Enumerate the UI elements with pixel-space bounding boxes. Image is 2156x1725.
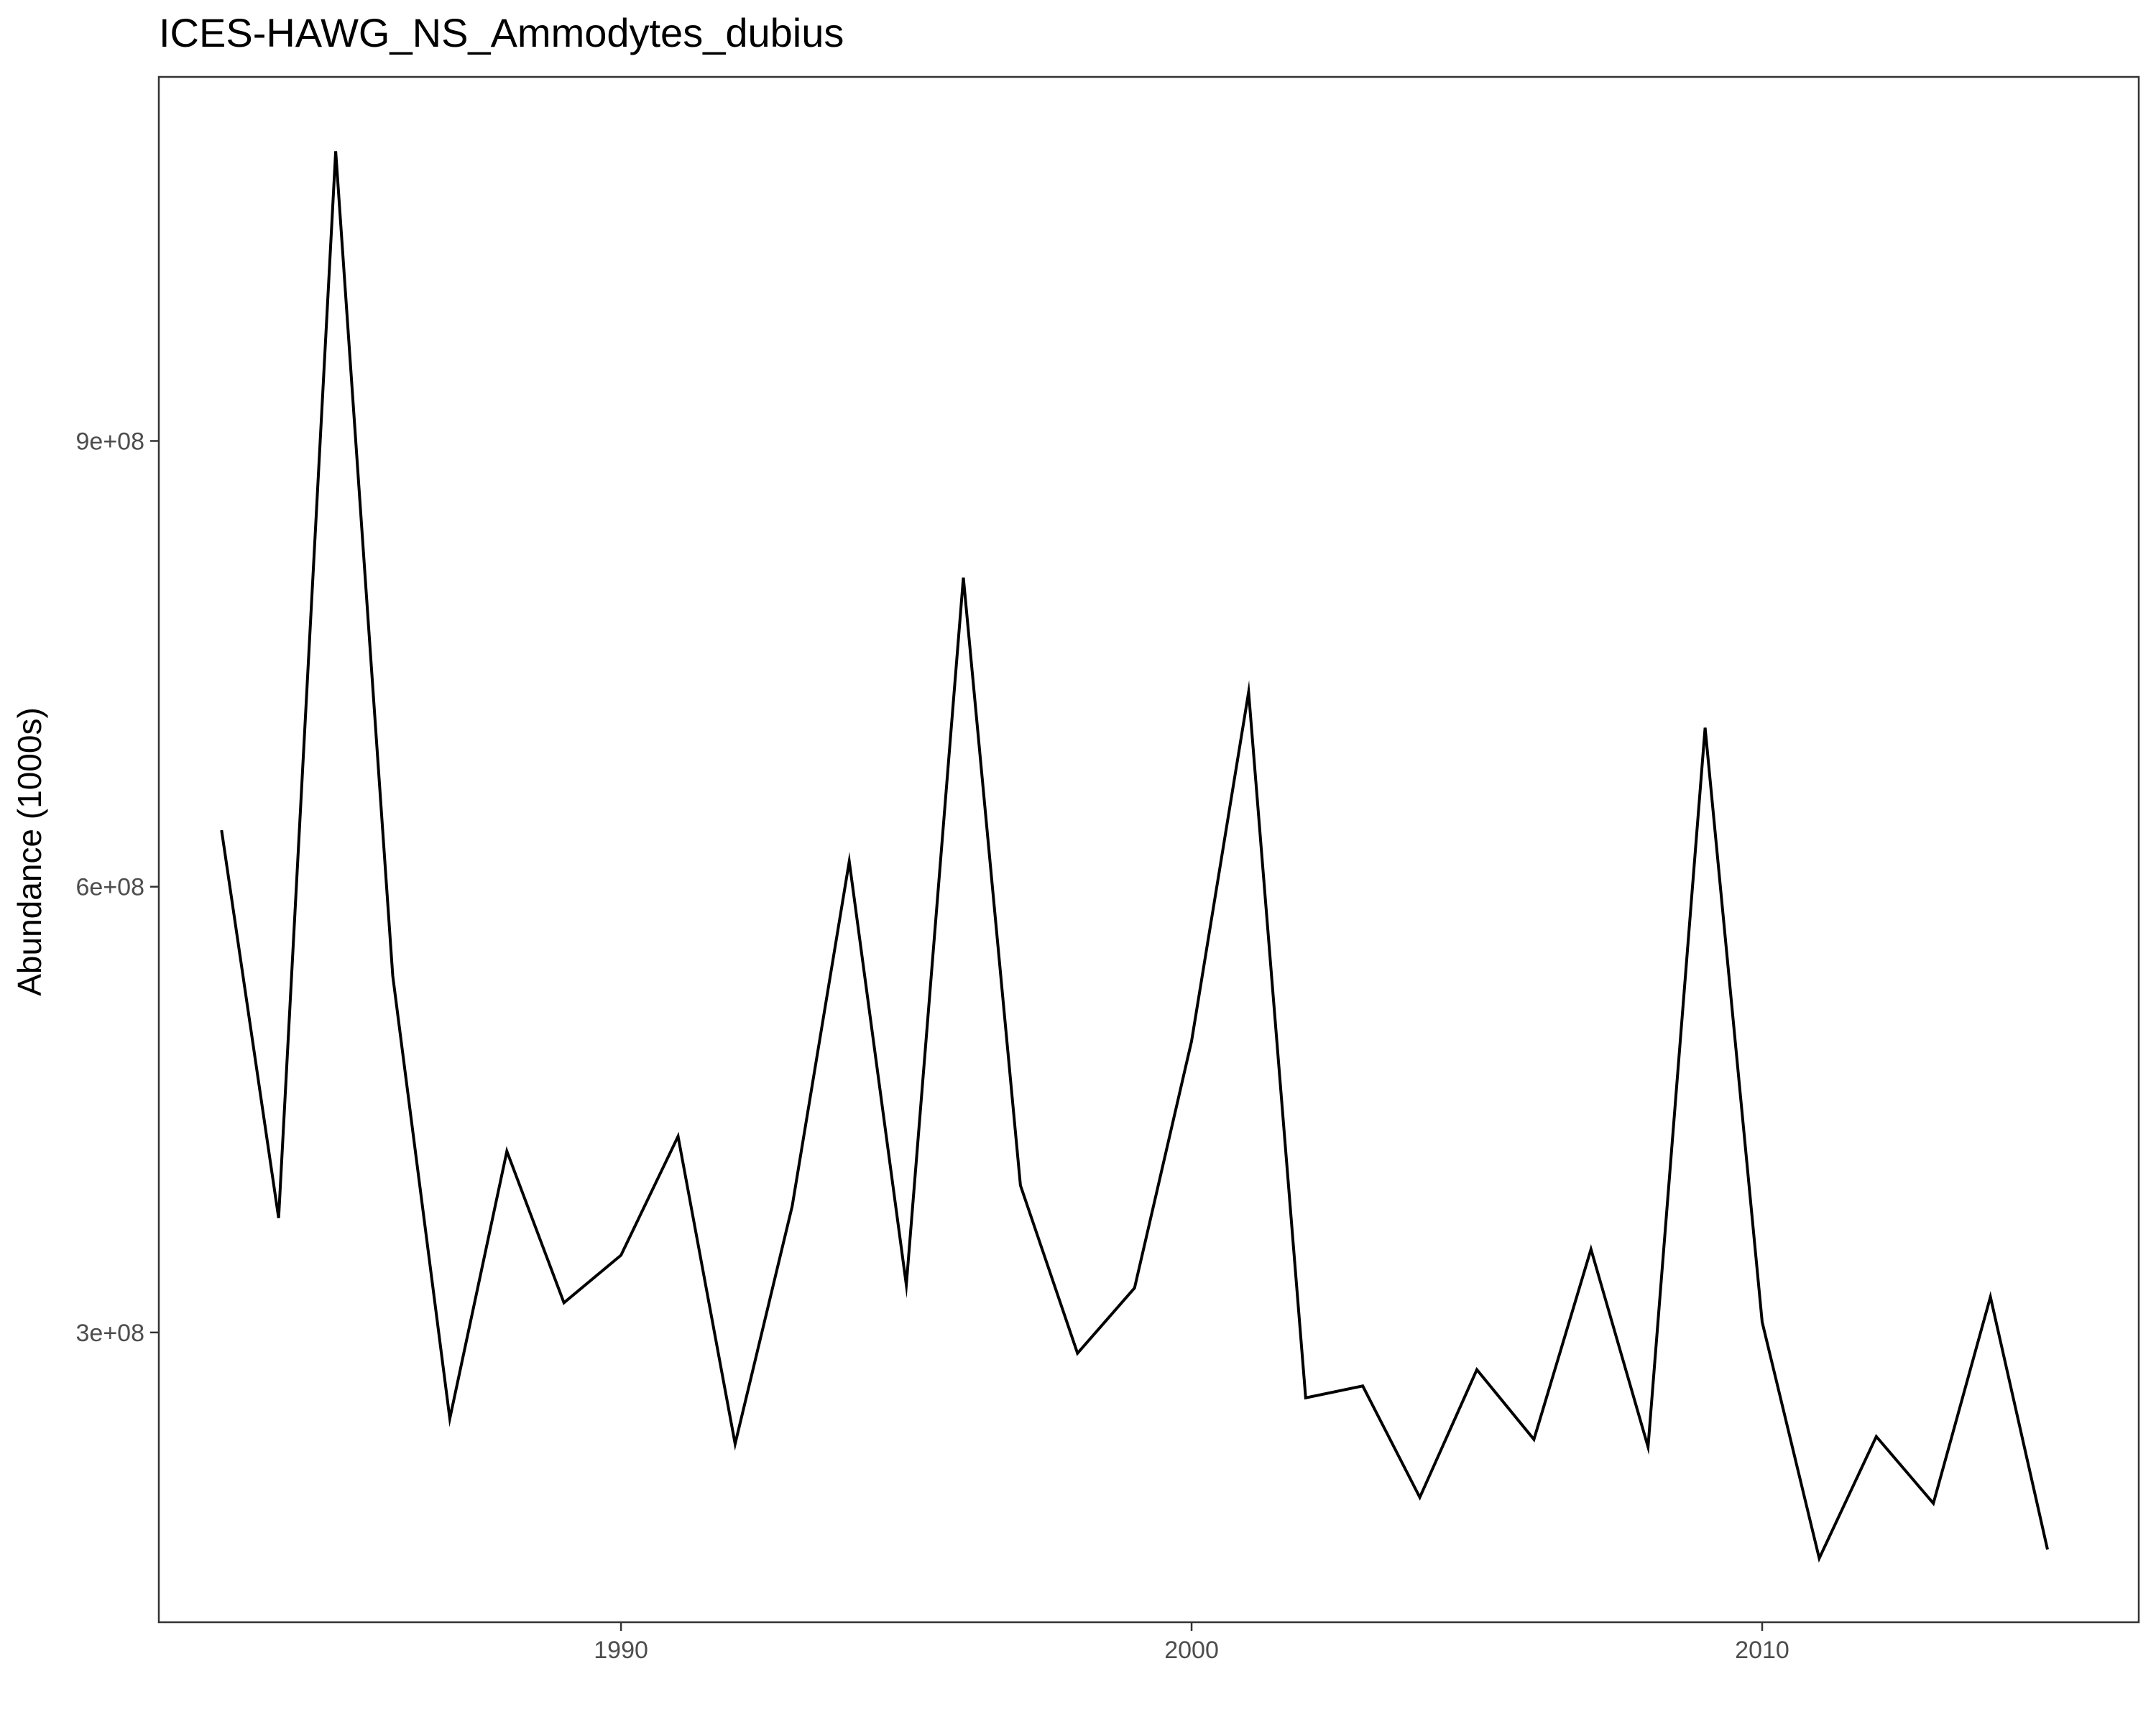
y-tick-label: 3e+08 (76, 1320, 145, 1347)
y-tick-label: 9e+08 (76, 428, 145, 455)
plot-panel (157, 75, 2140, 1624)
chart-title: ICES-HAWG_NS_Ammodytes_dubius (159, 10, 844, 55)
x-axis-ticks: 1990 2000 2010 (594, 1622, 1789, 1664)
x-tick-label: 1990 (594, 1637, 648, 1664)
x-tick-label: 2000 (1164, 1637, 1219, 1664)
y-axis-label: Abundance (1000s) (11, 707, 48, 996)
series-line-0 (220, 151, 2049, 1563)
y-tick-label: 6e+08 (76, 874, 145, 901)
y-axis-ticks: 3e+08 6e+08 9e+08 (76, 428, 159, 1347)
x-tick-label: 2010 (1735, 1637, 1789, 1664)
series-layer (220, 151, 2049, 1563)
